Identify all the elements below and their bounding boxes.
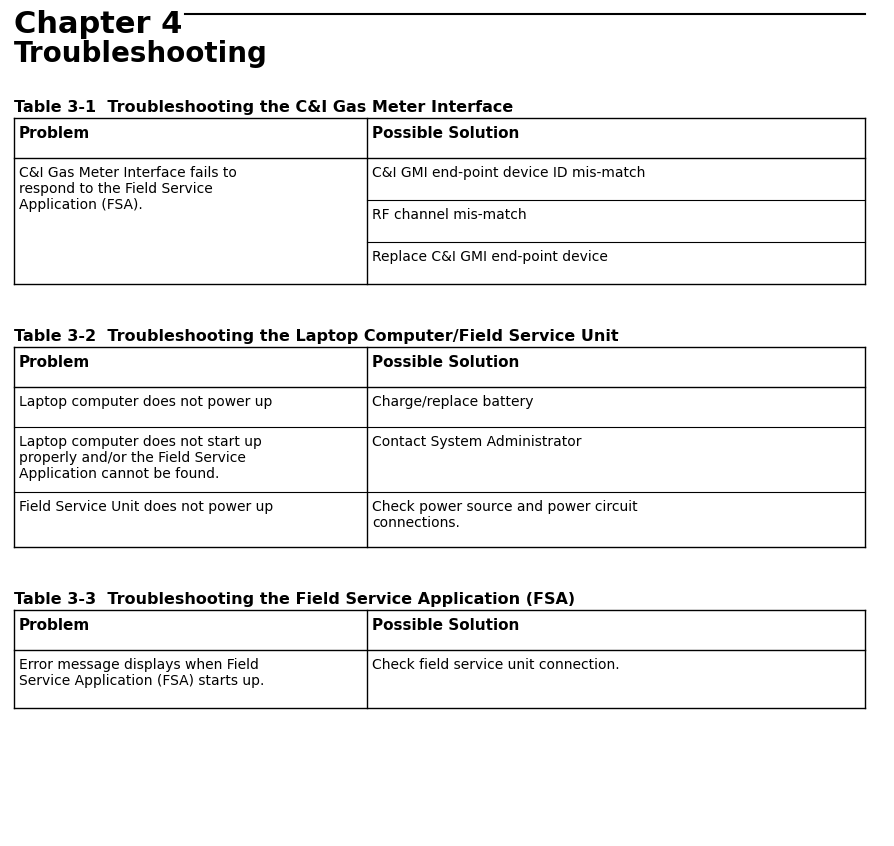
Text: Chapter 4: Chapter 4	[14, 10, 182, 39]
Text: Problem: Problem	[19, 618, 90, 633]
Text: Possible Solution: Possible Solution	[372, 618, 519, 633]
Text: Charge/replace battery: Charge/replace battery	[372, 395, 533, 409]
Text: Problem: Problem	[19, 126, 90, 141]
Text: Laptop computer does not start up
properly and/or the Field Service
Application : Laptop computer does not start up proper…	[19, 435, 262, 481]
Text: Replace C&I GMI end-point device: Replace C&I GMI end-point device	[372, 250, 607, 264]
Text: Error message displays when Field
Service Application (FSA) starts up.: Error message displays when Field Servic…	[19, 658, 264, 688]
Text: Possible Solution: Possible Solution	[372, 126, 519, 141]
Text: RF channel mis-match: RF channel mis-match	[372, 208, 527, 222]
Text: Table 3-1  Troubleshooting the C&I Gas Meter Interface: Table 3-1 Troubleshooting the C&I Gas Me…	[14, 100, 512, 115]
Text: C&I Gas Meter Interface fails to
respond to the Field Service
Application (FSA).: C&I Gas Meter Interface fails to respond…	[19, 166, 237, 212]
Text: Table 3-3  Troubleshooting the Field Service Application (FSA): Table 3-3 Troubleshooting the Field Serv…	[14, 592, 575, 607]
Text: Troubleshooting: Troubleshooting	[14, 40, 267, 68]
Text: C&I GMI end-point device ID mis-match: C&I GMI end-point device ID mis-match	[372, 166, 645, 180]
Text: Check field service unit connection.: Check field service unit connection.	[372, 658, 620, 672]
Text: Table 3-2  Troubleshooting the Laptop Computer/Field Service Unit: Table 3-2 Troubleshooting the Laptop Com…	[14, 329, 618, 344]
Text: Check power source and power circuit
connections.: Check power source and power circuit con…	[372, 500, 637, 530]
Text: Laptop computer does not power up: Laptop computer does not power up	[19, 395, 272, 409]
Text: Problem: Problem	[19, 355, 90, 370]
Text: Possible Solution: Possible Solution	[372, 355, 519, 370]
Text: Field Service Unit does not power up: Field Service Unit does not power up	[19, 500, 273, 514]
Text: Contact System Administrator: Contact System Administrator	[372, 435, 581, 449]
